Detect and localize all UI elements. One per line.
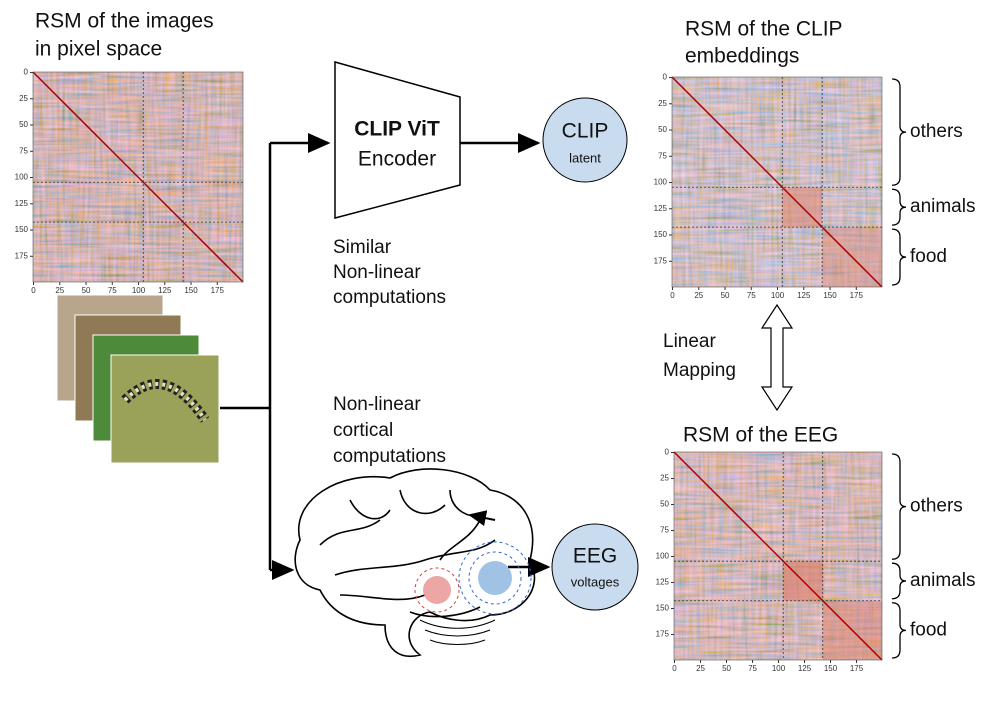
similar-note: Similar: [333, 237, 392, 258]
x-tick-label: 100: [771, 291, 785, 300]
y-tick-label: 0: [24, 68, 29, 77]
y-tick-label: 0: [663, 73, 668, 82]
cortical-note: computations: [333, 446, 446, 467]
x-tick-label: 25: [696, 664, 705, 673]
rsm-heatmap: 0 25 50 75 100 125 150 175 0 25 50 75 100 125 150 175: [15, 68, 244, 295]
heatmap-diagonal: [32, 71, 244, 283]
double-arrow: [760, 303, 794, 412]
eeg-label: EEG: [573, 545, 617, 568]
group-label: food: [910, 246, 947, 267]
heatmap-frame: [673, 451, 883, 661]
similar-note: computations: [333, 287, 446, 308]
x-tick-label: 125: [797, 291, 811, 300]
y-tick-label: 75: [658, 151, 667, 160]
cortical-note: Non-linear: [333, 394, 421, 415]
x-tick-label: 0: [672, 664, 677, 673]
y-tick-label: 125: [656, 578, 670, 587]
x-tick-label: 0: [670, 291, 675, 300]
y-tick-label: 150: [656, 604, 670, 613]
image-stack: [56, 294, 220, 464]
brace: [891, 78, 907, 186]
y-tick-label: 150: [654, 230, 668, 239]
encoder-subtitle: Encoder: [358, 148, 436, 171]
pixel-rsm-title: RSM of the images: [35, 10, 214, 33]
brace: [891, 562, 907, 600]
x-tick-label: 50: [722, 664, 731, 673]
y-tick-label: 100: [656, 552, 670, 561]
heatmap-frame: [32, 71, 244, 283]
brace: [891, 602, 907, 659]
y-tick-label: 75: [19, 146, 28, 155]
rsm-heatmap: 0 25 50 75 100 125 150 175 0 25 50 75 100 125 150 175 ot…: [654, 73, 976, 300]
y-tick-label: 125: [654, 204, 668, 213]
group-label: food: [910, 619, 947, 640]
x-tick-label: 100: [132, 286, 146, 295]
group-label: animals: [910, 196, 975, 217]
heatmap-frame: [671, 76, 883, 288]
y-tick-label: 175: [15, 251, 29, 260]
y-tick-label: 150: [15, 225, 29, 234]
x-tick-label: 75: [748, 664, 757, 673]
brace: [891, 228, 907, 286]
clip-node: [542, 97, 628, 183]
y-tick-label: 0: [665, 448, 670, 457]
clip-sublabel: latent: [569, 150, 601, 165]
x-tick-label: 25: [694, 291, 703, 300]
group-label: animals: [910, 570, 975, 591]
eeg-node: [551, 523, 639, 611]
eeg-rsm-title: RSM of the EEG: [683, 424, 838, 447]
x-tick-label: 50: [721, 291, 730, 300]
x-tick-label: 25: [55, 286, 64, 295]
x-tick-label: 100: [772, 664, 786, 673]
encoder-shape: [334, 61, 461, 219]
clip-label: CLIP: [562, 120, 609, 143]
pixel-rsm-title: in pixel space: [35, 38, 162, 61]
x-tick-label: 175: [850, 291, 864, 300]
connectors: [220, 133, 551, 580]
similar-note: Non-linear: [333, 262, 421, 283]
y-tick-label: 50: [19, 120, 28, 129]
x-tick-label: 75: [108, 286, 117, 295]
y-tick-label: 25: [660, 474, 669, 483]
y-tick-label: 175: [656, 630, 670, 639]
x-tick-label: 125: [158, 286, 172, 295]
x-tick-label: 75: [747, 291, 756, 300]
x-tick-label: 175: [211, 286, 225, 295]
brace: [891, 453, 907, 560]
cortical-note: cortical: [333, 420, 393, 441]
y-tick-label: 50: [658, 125, 667, 134]
brain-sources: [414, 510, 532, 615]
rsm-heatmap: 0 25 50 75 100 125 150 175 0 25 50 75 100 125 150 175 ot…: [656, 448, 976, 673]
y-tick-label: 25: [19, 94, 28, 103]
x-tick-label: 150: [184, 286, 198, 295]
y-tick-label: 25: [658, 99, 667, 108]
group-label: others: [910, 496, 963, 517]
x-tick-label: 175: [850, 664, 864, 673]
x-tick-label: 50: [82, 286, 91, 295]
clip-rsm-title: RSM of the CLIP: [685, 18, 843, 41]
mapping-note: Mapping: [663, 360, 736, 381]
x-tick-label: 150: [823, 291, 837, 300]
heatmap-diagonal: [673, 451, 883, 661]
encoder-title: CLIP ViT: [354, 118, 440, 141]
group-label: others: [910, 121, 963, 142]
x-tick-label: 125: [798, 664, 812, 673]
y-tick-label: 125: [15, 199, 29, 208]
y-tick-label: 175: [654, 256, 668, 265]
y-tick-label: 75: [660, 526, 669, 535]
heatmap-diagonal: [671, 76, 883, 288]
y-tick-label: 100: [15, 173, 29, 182]
x-tick-label: 150: [824, 664, 838, 673]
brace: [891, 188, 907, 226]
mapping-note: Linear: [663, 331, 716, 352]
brain: [294, 468, 536, 657]
y-tick-label: 100: [654, 178, 668, 187]
x-tick-label: 0: [31, 286, 36, 295]
clip-rsm-title: embeddings: [685, 45, 799, 68]
eeg-sublabel: voltages: [571, 574, 620, 589]
y-tick-label: 50: [660, 500, 669, 509]
